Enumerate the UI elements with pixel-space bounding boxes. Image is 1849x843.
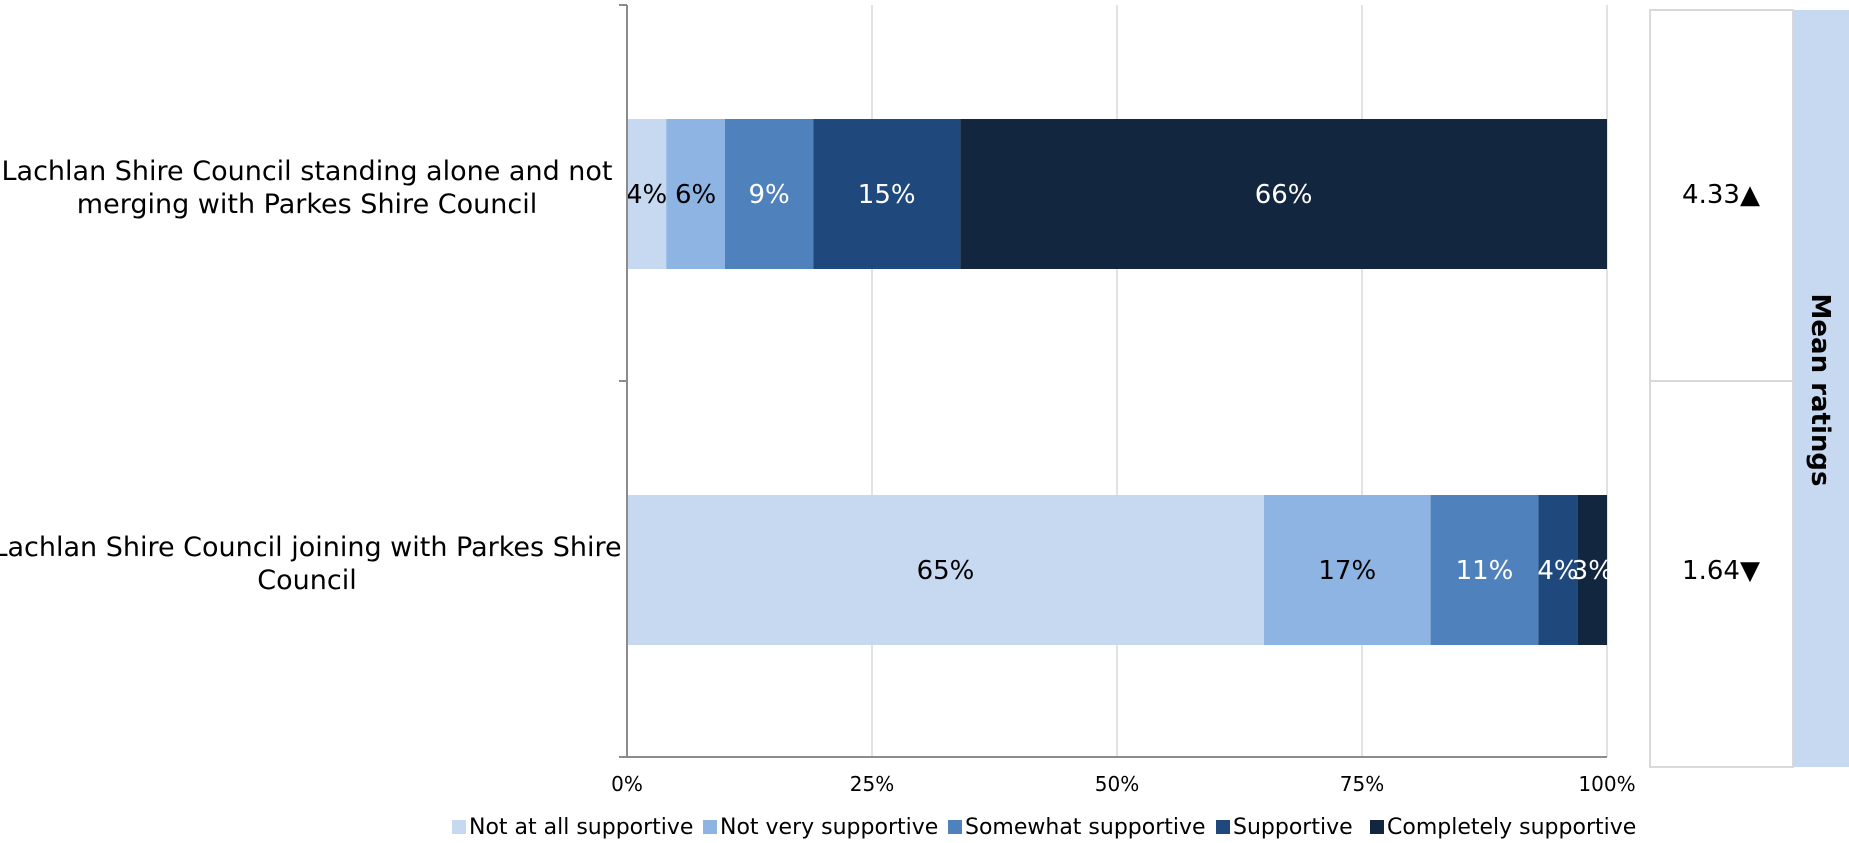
bar-segment [627, 119, 667, 269]
data-label: 4% [1537, 556, 1578, 586]
mean-box [1649, 9, 1794, 768]
mean-rating-value: 1.64▼ [1682, 556, 1760, 586]
bar-segment [813, 119, 961, 269]
legend: Not at all supportive Not very supportive… [452, 815, 1636, 840]
legend-label: Somewhat supportive [965, 815, 1206, 840]
legend-label: Supportive [1233, 815, 1353, 840]
legend-label: Not very supportive [720, 815, 938, 840]
bar-segment [1430, 495, 1539, 645]
x-tick-label: 0% [611, 772, 643, 796]
category-label: Lachlan Shire Council joining with Parke… [0, 532, 622, 563]
data-label: 65% [917, 556, 975, 586]
category-label: merging with Parkes Shire Council [77, 189, 537, 220]
data-label: 4% [626, 180, 667, 210]
x-tick-label: 100% [1578, 772, 1635, 796]
x-tick-label: 75% [1340, 772, 1384, 796]
legend-swatch [703, 820, 717, 834]
data-label: 3% [1572, 556, 1613, 586]
bars: 4% 6% 9% 15% 66%65% 17% 11% 4%3% [626, 119, 1613, 645]
x-tick-label: 25% [850, 772, 894, 796]
legend-swatch [452, 820, 466, 834]
legend-swatch [1216, 820, 1230, 834]
data-label: 9% [748, 180, 789, 210]
x-tick-label: 50% [1095, 772, 1139, 796]
data-label: 66% [1255, 180, 1313, 210]
bar-segment [1538, 495, 1578, 645]
data-label: 15% [858, 180, 916, 210]
data-label: 17% [1318, 556, 1376, 586]
data-label: 6% [675, 180, 716, 210]
legend-swatch [1370, 820, 1384, 834]
bar-segment [725, 119, 814, 269]
category-label: Lachlan Shire Council standing alone and… [1, 156, 612, 187]
mean-ratings-panel: 4.33▲ 1.64▼ Mean ratings [1649, 9, 1849, 768]
data-label: 11% [1456, 556, 1514, 586]
mean-rating-value: 4.33▲ [1682, 180, 1760, 210]
legend-label: Not at all supportive [469, 815, 693, 840]
bar-segment [1264, 495, 1431, 645]
bar-segment [627, 495, 1264, 645]
x-tick-labels: 0% 25% 50% 75% 100% [611, 772, 1635, 796]
bar-segment [1577, 495, 1607, 645]
category-labels: Lachlan Shire Council standing alone and… [0, 156, 622, 596]
category-label: Council [257, 565, 356, 596]
bar-segment [666, 119, 725, 269]
mean-band [1793, 10, 1849, 767]
axes [619, 4, 1607, 758]
legend-swatch [948, 820, 962, 834]
mean-ratings-title: Mean ratings [1805, 294, 1835, 487]
bar-segment [960, 119, 1607, 269]
legend-label: Completely supportive [1387, 815, 1636, 840]
